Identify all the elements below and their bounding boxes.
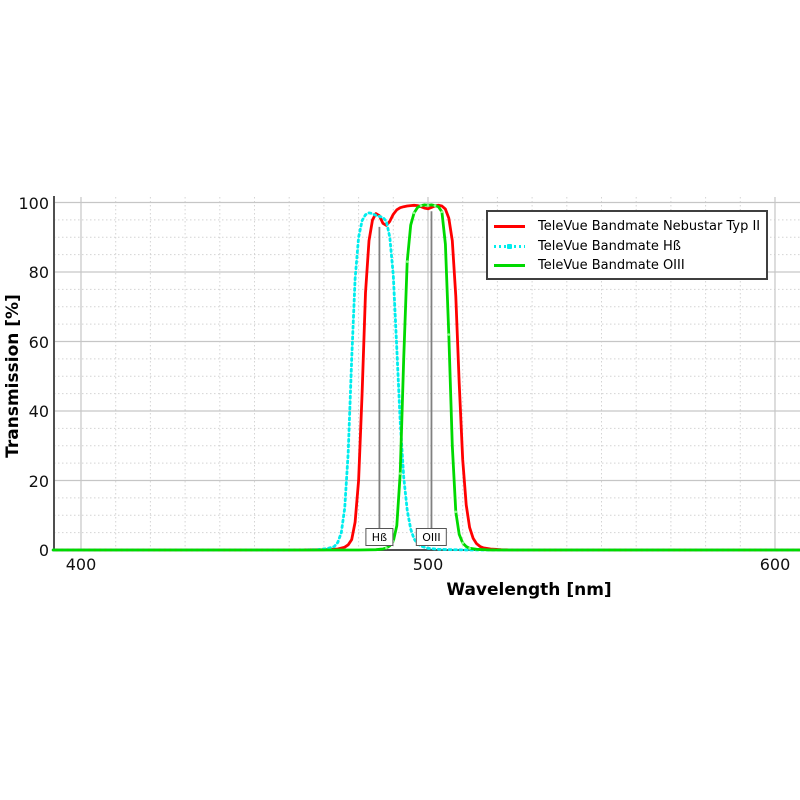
series-marker bbox=[419, 204, 423, 207]
x-tick-label: 400 bbox=[65, 555, 97, 574]
y-tick-label: 20 bbox=[28, 471, 49, 491]
legend-row-hbeta: TeleVue Bandmate Hß bbox=[491, 237, 760, 257]
x-axis-title: Wavelength [nm] bbox=[446, 580, 612, 600]
series-marker bbox=[454, 510, 458, 514]
y-tick-label: 0 bbox=[38, 541, 49, 560]
legend-label-oiii: TeleVue Bandmate OIII bbox=[538, 258, 685, 274]
y-tick-label: 40 bbox=[28, 402, 49, 421]
y-tick-label: 60 bbox=[28, 332, 49, 352]
x-tick-label: 500 bbox=[412, 555, 444, 574]
series-marker bbox=[468, 546, 471, 550]
series-marker bbox=[433, 204, 437, 207]
legend-marker-dot bbox=[507, 243, 512, 249]
series-marker bbox=[447, 333, 451, 336]
legend-label-nebustar: TeleVue Bandmate Nebustar Typ II bbox=[538, 219, 761, 235]
legend-line-green bbox=[494, 264, 525, 268]
y-tick-label: 100 bbox=[18, 193, 49, 213]
series-marker bbox=[405, 260, 409, 263]
legend-row-nebustar: TeleVue Bandmate Nebustar Typ II bbox=[491, 217, 760, 237]
series-marker bbox=[461, 541, 465, 545]
series-marker bbox=[426, 203, 430, 207]
annotation-box-oiii: OIII bbox=[416, 528, 447, 546]
y-axis-title: Transmission [%] bbox=[3, 294, 23, 458]
series-curve-0 bbox=[51, 203, 800, 552]
annotation-box-hbeta: Hß bbox=[365, 528, 394, 546]
series-marker bbox=[440, 210, 444, 214]
x-tick-label: 600 bbox=[759, 555, 791, 574]
legend-row-oiii: TeleVue Bandmate OIII bbox=[491, 256, 760, 276]
legend: TeleVue Bandmate Nebustar Typ II TeleVue… bbox=[486, 210, 768, 280]
y-tick-label: 80 bbox=[28, 263, 49, 282]
series-marker bbox=[385, 546, 388, 550]
legend-line-cyan bbox=[494, 243, 525, 249]
series-marker bbox=[398, 472, 402, 475]
legend-label-hbeta: TeleVue Bandmate Hß bbox=[538, 238, 681, 254]
legend-line-red bbox=[494, 225, 525, 229]
series-marker bbox=[412, 211, 416, 215]
